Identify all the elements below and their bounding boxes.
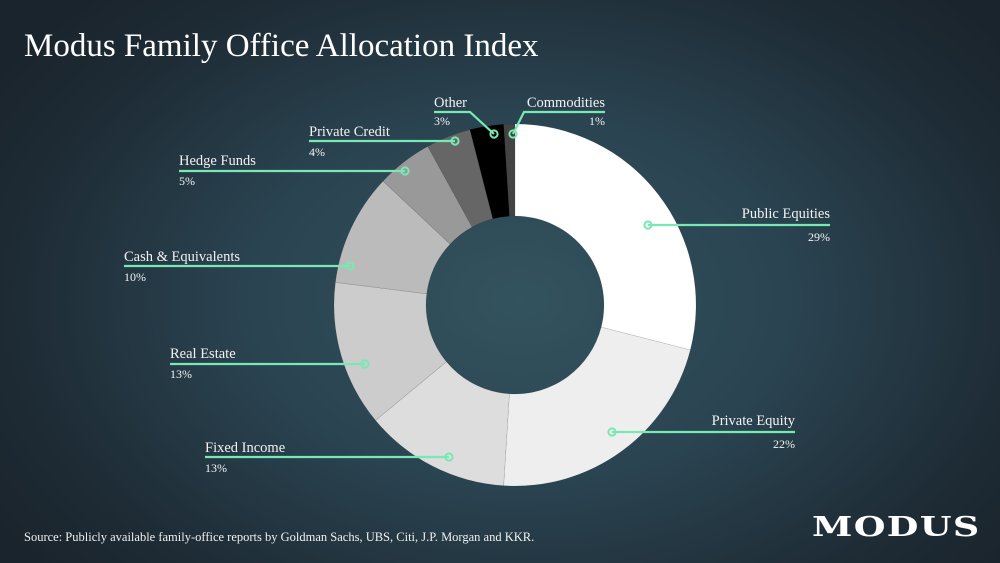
category-label: Other [434, 95, 467, 111]
page-title: Modus Family Office Allocation Index [24, 28, 539, 64]
slice-other [469, 124, 510, 220]
slice-fixed-income [375, 361, 510, 486]
value-label: 10% [124, 270, 146, 284]
value-label: 13% [170, 367, 192, 381]
slice-private-equity [503, 326, 691, 487]
category-label: Commodities [527, 95, 606, 111]
leader-marker [489, 129, 499, 139]
leader-private-equity: Private Equity 22% [607, 413, 796, 451]
leader-marker [643, 220, 653, 230]
leader-cash-equivalents: Cash & Equivalents 10% [124, 249, 355, 284]
leader-private-credit: Private Credit 4% [309, 124, 460, 159]
slice-public-equities [514, 123, 697, 351]
value-label: 5% [179, 174, 195, 188]
category-label: Private Equity [712, 413, 796, 429]
value-label: 13% [205, 461, 227, 475]
leader-public-equities: Public Equities 29% [643, 206, 831, 244]
leader-marker [444, 452, 454, 462]
leader-marker [508, 129, 518, 139]
leader-marker [345, 261, 355, 271]
value-label: 22% [773, 437, 795, 451]
category-label: Public Equities [742, 206, 831, 222]
leader-real-estate: Real Estate 13% [170, 346, 370, 381]
leader-marker [607, 427, 617, 437]
leader-marker [400, 166, 410, 176]
value-label: 29% [808, 230, 830, 244]
leader-fixed-income: Fixed Income 13% [205, 440, 454, 475]
category-label: Cash & Equivalents [124, 249, 240, 265]
modus-logo: MODUS [812, 512, 981, 543]
leader-marker [360, 359, 370, 369]
slice-commodities [503, 123, 516, 217]
value-label: 3% [434, 114, 450, 128]
category-label: Real Estate [170, 346, 236, 362]
slice-real-estate [333, 281, 447, 421]
slice-cash-equivalents [335, 180, 451, 295]
leader-line [434, 110, 495, 135]
value-label: 4% [309, 145, 325, 159]
category-label: Private Credit [309, 124, 390, 140]
leader-marker [450, 136, 460, 146]
category-label: Hedge Funds [179, 153, 256, 169]
category-label: Fixed Income [205, 440, 285, 456]
source-note: Source: Publicly available family-office… [24, 530, 535, 544]
leader-commodities: Commodities 1% [508, 95, 606, 139]
value-label: 1% [589, 114, 605, 128]
leader-line [512, 110, 605, 135]
leader-other: Other 3% [434, 95, 499, 139]
leader-hedge-funds: Hedge Funds 5% [179, 153, 410, 188]
